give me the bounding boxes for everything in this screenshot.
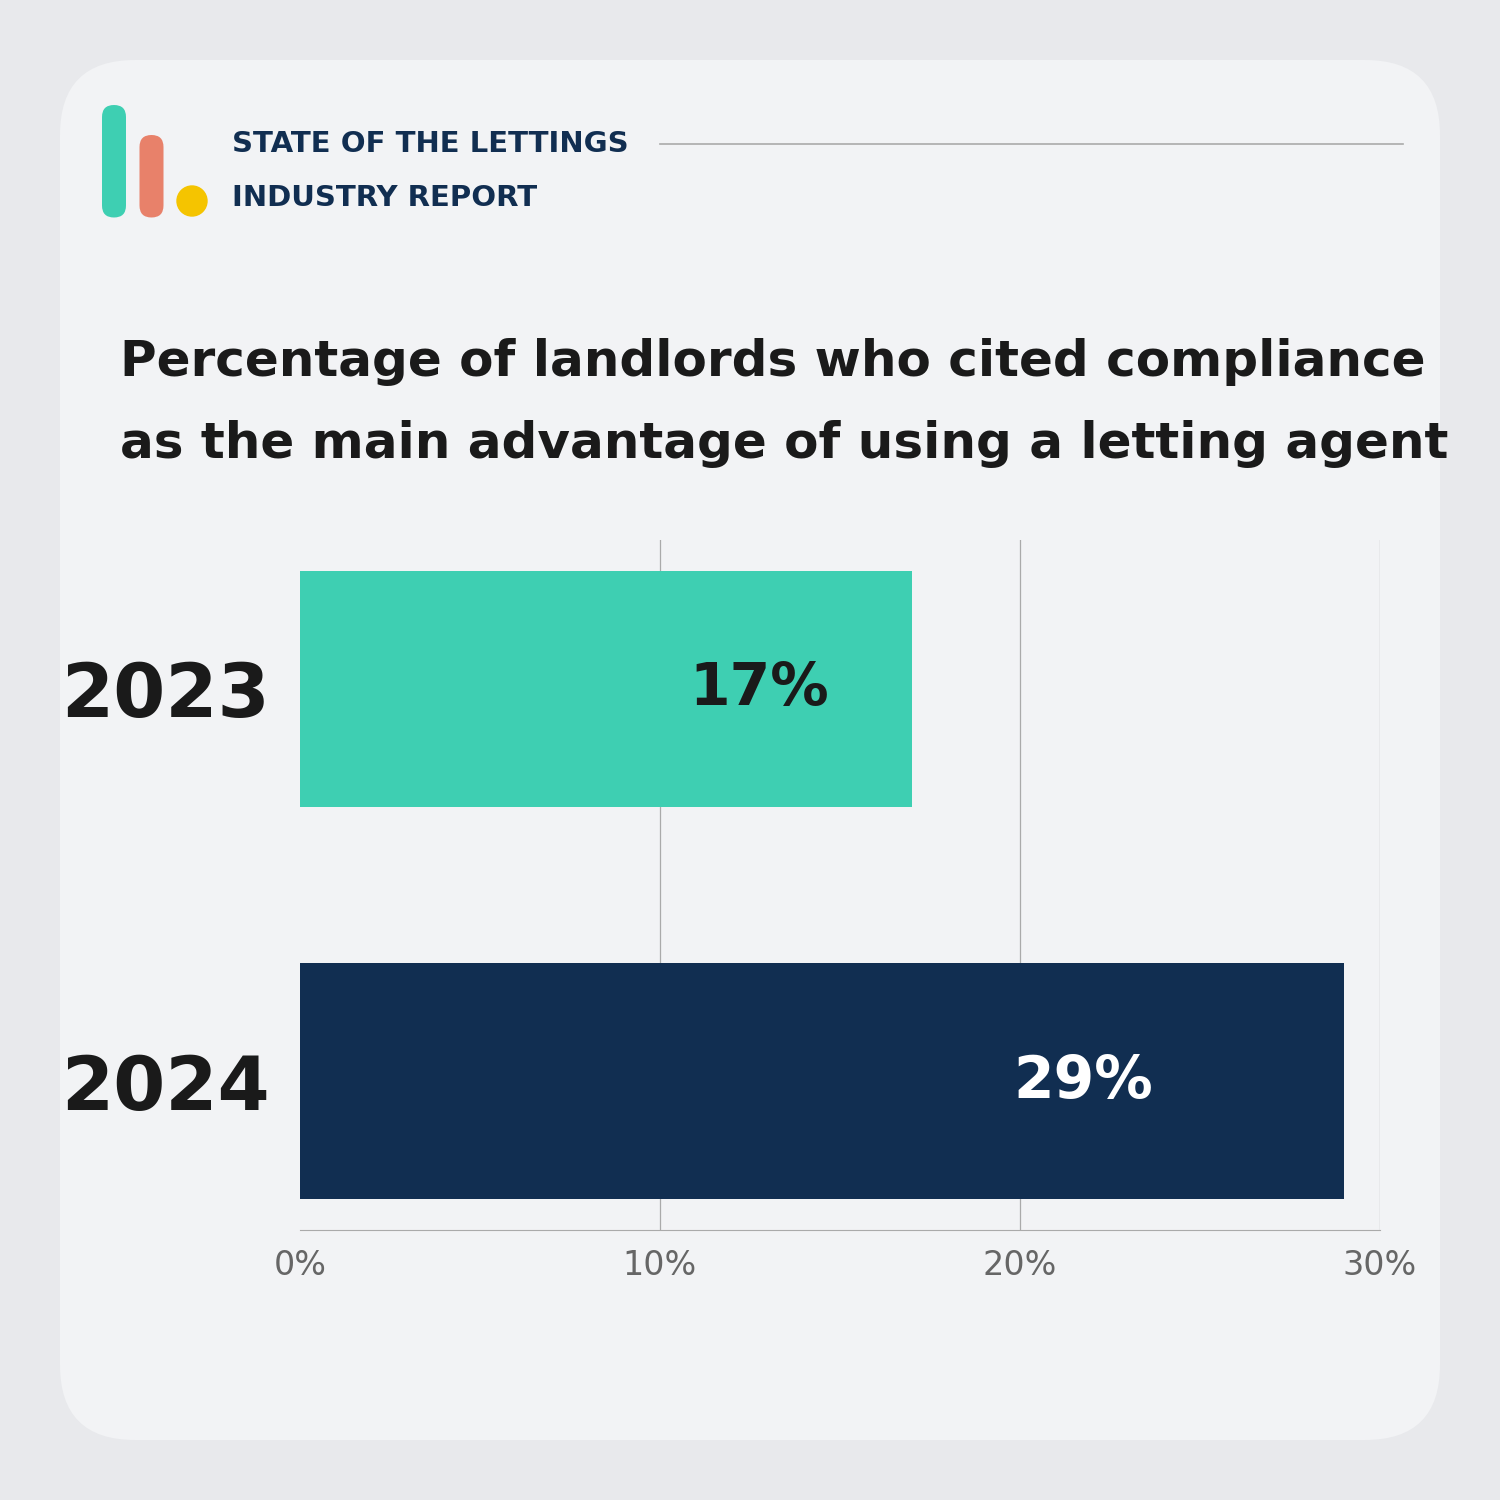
FancyBboxPatch shape [60, 60, 1440, 1440]
Text: INDUSTRY REPORT: INDUSTRY REPORT [232, 184, 537, 211]
FancyBboxPatch shape [140, 135, 164, 218]
Text: as the main advantage of using a letting agent: as the main advantage of using a letting… [120, 420, 1449, 468]
Text: STATE OF THE LETTINGS: STATE OF THE LETTINGS [232, 130, 628, 158]
FancyBboxPatch shape [102, 105, 126, 218]
Bar [300, 572, 912, 807]
Text: 29%: 29% [1013, 1053, 1154, 1110]
Text: Percentage of landlords who cited compliance: Percentage of landlords who cited compli… [120, 338, 1425, 386]
Circle shape [177, 186, 207, 216]
Text: 17%: 17% [688, 660, 830, 717]
Bar [300, 963, 1344, 1198]
